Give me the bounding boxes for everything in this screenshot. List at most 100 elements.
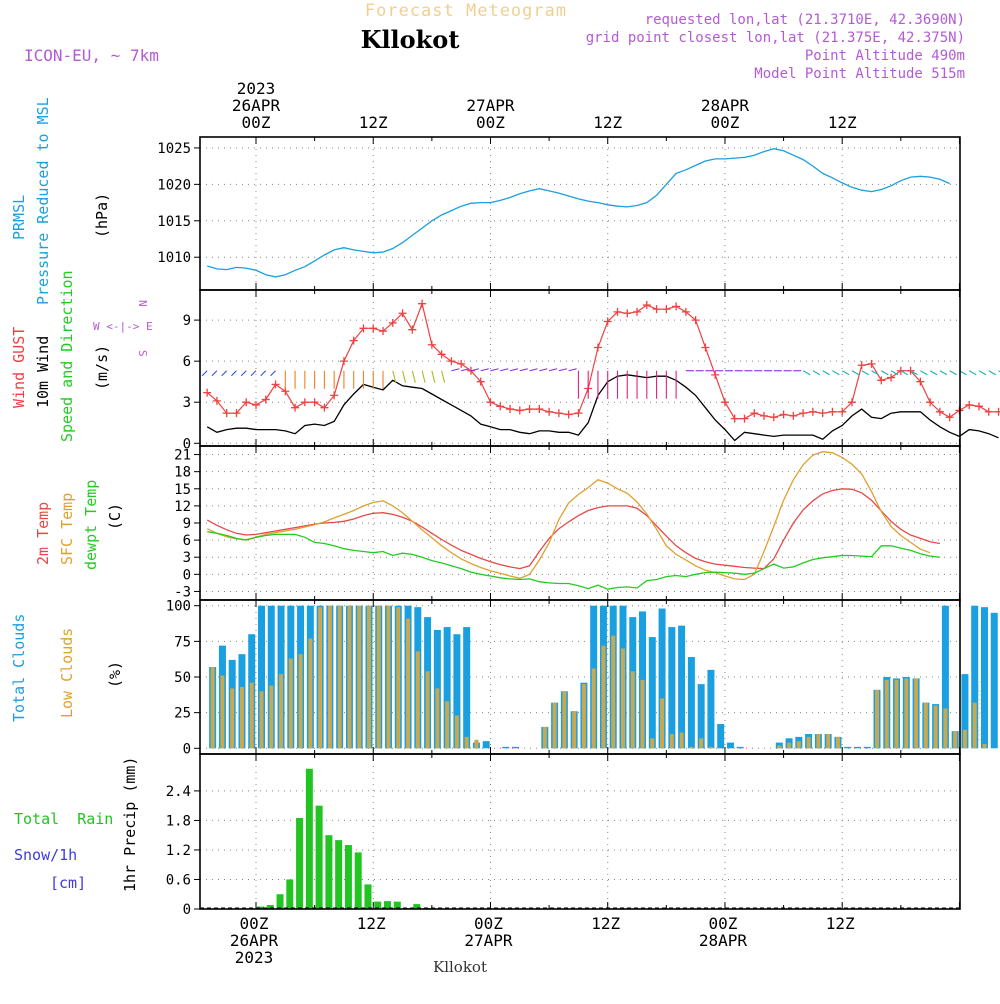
total-cloud-bar — [707, 669, 715, 749]
wind-panel: 0 3 6 9 — [183, 290, 1000, 452]
wind-direction-arrow — [939, 370, 948, 376]
wind-gust-marker — [828, 407, 837, 416]
total-cloud-bar — [463, 627, 471, 749]
precip-ytick-label: 1.2 — [166, 843, 191, 859]
low-cloud-bar — [689, 746, 694, 749]
wind-gust-marker — [457, 359, 466, 368]
wind-unit: (m/s) — [93, 345, 111, 390]
low-cloud-bar — [415, 651, 420, 749]
wind-direction-arrow — [480, 368, 489, 372]
temp-dew-label: dewpt Temp — [82, 480, 100, 570]
rain-bar — [325, 835, 333, 909]
wind-gust-marker — [212, 396, 221, 405]
wind-direction-arrow — [529, 368, 538, 372]
temperature-ytick-label: 15 — [174, 482, 191, 498]
wind-gust-label: Wind GUST — [10, 327, 28, 408]
low-cloud-bar — [972, 702, 977, 749]
bottom-time-label: 12Z — [591, 914, 620, 933]
precip-ytick-label: 0 — [183, 902, 191, 918]
temperature-ytick-label: 21 — [174, 448, 191, 464]
precip-rain-label: Total Rain — [14, 810, 113, 828]
low-cloud-bar — [601, 645, 606, 749]
wind-gust-marker — [242, 398, 251, 407]
rain-bar — [266, 905, 274, 909]
temperature-ytick-label: 0 — [183, 567, 191, 583]
total-cloud-bar — [980, 607, 988, 749]
wind-gust-marker — [808, 407, 817, 416]
wind-gust-marker — [730, 414, 739, 423]
low-cloud-bar — [787, 742, 792, 749]
wind-direction-arrow — [411, 370, 416, 383]
place-name: Kllokot — [361, 25, 460, 54]
total-cloud-bar — [678, 625, 686, 749]
wind-gust-marker — [779, 410, 788, 419]
wind-gust-marker — [652, 305, 661, 314]
low-cloud-bar — [279, 674, 284, 749]
wind-direction-arrow — [519, 368, 528, 372]
top-time-label: 12Z — [593, 113, 622, 132]
bottom-time-label: 12Z — [357, 914, 386, 933]
wind-direction-arrow — [470, 368, 480, 372]
wind-gust-marker — [926, 398, 935, 407]
rain-bar — [315, 805, 323, 909]
total-cloud-bar — [648, 637, 656, 749]
compass-south: S — [136, 350, 149, 357]
low-cloud-bar — [699, 738, 704, 749]
low-cloud-bar — [386, 605, 391, 749]
low-cloud-bar — [620, 648, 625, 749]
wind-gust-marker — [496, 402, 505, 411]
wind-gust-marker — [320, 403, 329, 412]
wind-ytick-label: 0 — [183, 436, 191, 452]
low-cloud-bar — [884, 679, 889, 749]
pressure-border — [199, 136, 961, 291]
low-cloud-bar — [454, 715, 459, 749]
wind-direction-arrow — [861, 370, 870, 376]
wind-gust-marker — [291, 403, 300, 412]
wind-gust-marker — [799, 409, 808, 418]
wind-gust-marker — [574, 409, 583, 418]
wind-gust-marker — [974, 402, 983, 411]
wind-gust-marker — [603, 317, 612, 326]
low-cloud-bar — [298, 654, 303, 749]
clouds-ytick-label: 100 — [166, 599, 191, 615]
wind-direction-arrow — [260, 370, 267, 377]
wind-gust-marker — [398, 309, 407, 318]
temp-2m-label: 2m Temp — [34, 502, 52, 565]
rain-bar — [374, 901, 382, 909]
compass-we: W <-|-> E — [93, 320, 153, 333]
total-cloud-bar — [258, 605, 265, 749]
wind-ytick-label: 3 — [183, 395, 191, 411]
pressure-label-2: Pressure Reduced to MSL — [34, 97, 52, 305]
top-time-label: 12Z — [828, 113, 857, 132]
wind-gust-marker — [418, 299, 427, 308]
wind-gust-marker — [701, 343, 710, 352]
wind-gust-marker — [984, 407, 993, 416]
wind-direction-arrow — [451, 368, 460, 372]
wind-direction-arrow — [539, 368, 548, 372]
wind-direction-arrow — [920, 370, 928, 376]
model-altitude: Model Point Altitude 515m — [754, 66, 965, 82]
wind-gust-marker — [359, 324, 368, 333]
clouds-low-label: Low Clouds — [58, 628, 76, 718]
top-time-label: 00Z — [242, 113, 271, 132]
wind-gust-marker — [506, 405, 515, 414]
rain-bar — [364, 884, 372, 909]
temp-unit: (C) — [106, 503, 124, 530]
wind-gust-marker — [720, 398, 729, 407]
wind-ytick-label: 6 — [183, 354, 191, 370]
wind-gust-marker — [554, 409, 563, 418]
rain-bar — [335, 840, 343, 909]
bottom-time-label: 28APR — [699, 931, 748, 950]
pressure-ytick-label: 1010 — [157, 250, 191, 266]
total-cloud-bar — [267, 605, 275, 749]
precip-snow-unit: [cm] — [50, 874, 86, 892]
low-cloud-bar — [464, 736, 469, 749]
top-time-label: 12Z — [359, 113, 388, 132]
wind-gust-marker — [310, 398, 319, 407]
low-cloud-bar — [288, 658, 293, 749]
wind-gust-marker — [789, 411, 798, 420]
wind-speed-dir-label: Speed and Direction — [58, 270, 76, 442]
low-cloud-bar — [669, 734, 674, 749]
low-cloud-bar — [611, 635, 616, 749]
wind-direction-arrow — [421, 370, 426, 383]
